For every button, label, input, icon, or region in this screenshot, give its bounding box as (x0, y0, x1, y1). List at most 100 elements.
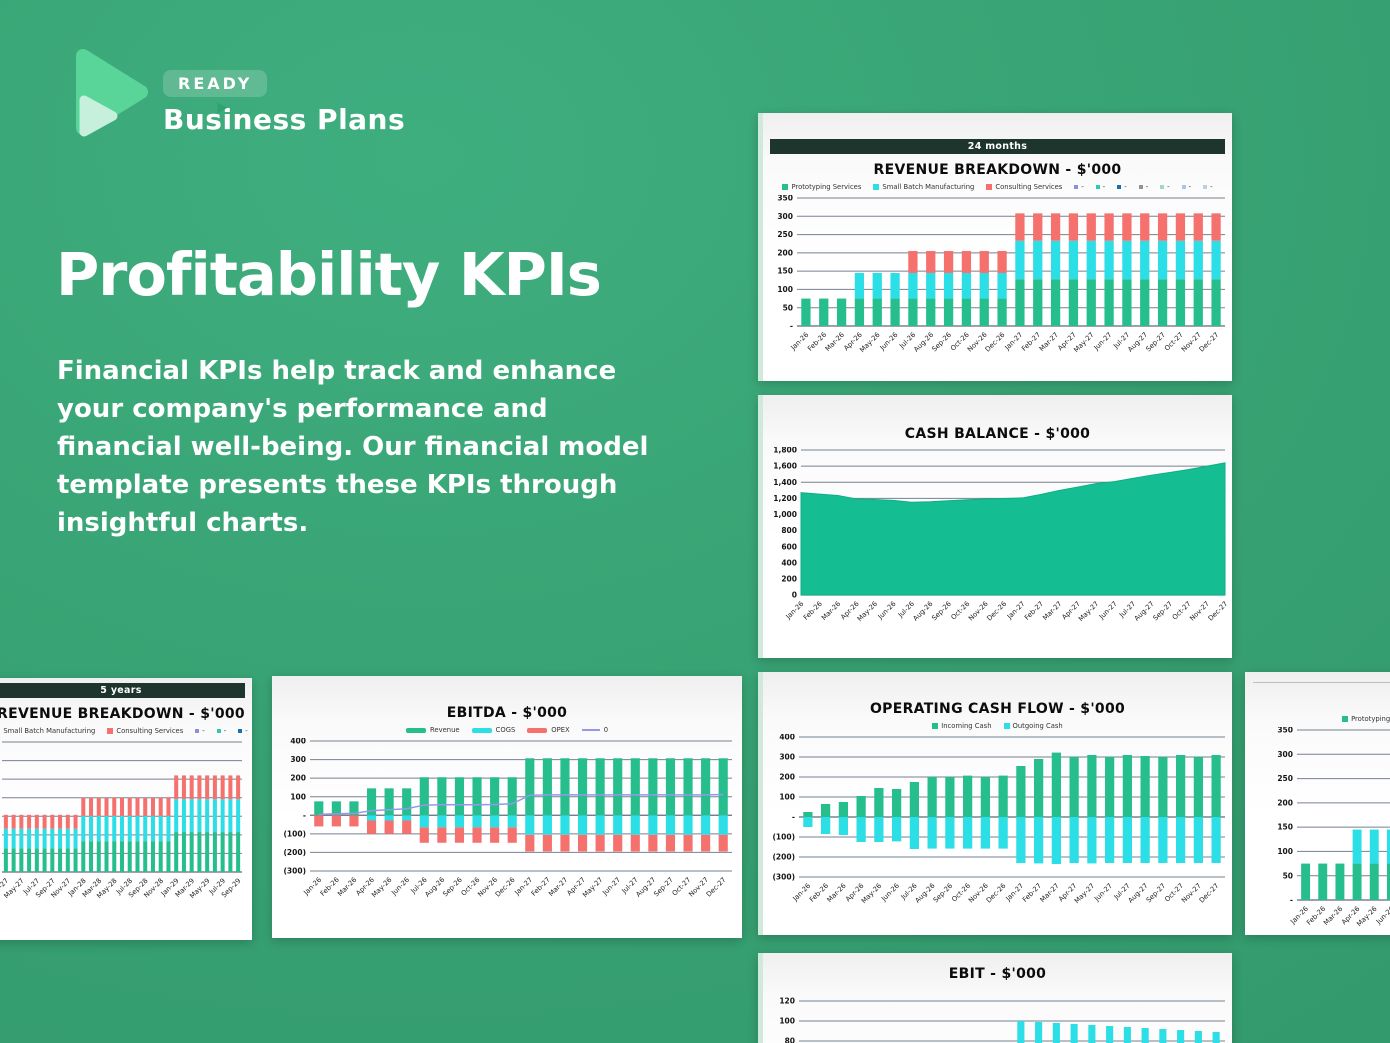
svg-text:0: 0 (791, 591, 796, 600)
svg-text:Aug-27: Aug-27 (1132, 600, 1155, 623)
svg-text:Jun-27: Jun-27 (1097, 600, 1119, 622)
ebit-panel: EBIT - $'000 120 100 80 (758, 953, 1232, 1043)
cash-balance-plot: 1,8001,6001,4001,2001,0008006004002000Ja… (773, 447, 1229, 623)
svg-text:400: 400 (779, 734, 795, 742)
legend-item: Prototyping Services (1342, 715, 1390, 723)
svg-text:Mar-26: Mar-26 (336, 876, 358, 898)
legend-swatch (195, 729, 200, 733)
svg-text:Jun-27: Jun-27 (600, 876, 622, 898)
cash-balance-panel: CASH BALANCE - $'000 1,800 1,600 1,400 1,200… (758, 395, 1232, 658)
svg-text:Feb-27: Feb-27 (1023, 600, 1045, 622)
chart-legend: Small Batch Manufacturing Consulting Serv… (0, 727, 252, 735)
svg-text:Feb-26: Feb-26 (801, 600, 823, 622)
svg-text:50: 50 (782, 303, 792, 312)
brand-logo (75, 48, 155, 143)
svg-text:250: 250 (1277, 774, 1293, 783)
svg-text:100: 100 (1277, 847, 1293, 856)
svg-text:Jun-27: Jun-27 (1092, 882, 1114, 904)
legend-item: Revenue (405, 726, 460, 734)
legend-swatch (1138, 185, 1143, 189)
page-description: Financial KPIs help track and enhance yo… (57, 356, 649, 538)
svg-text:200: 200 (777, 248, 793, 257)
svg-text:Jan-27: Jan-27 (1004, 600, 1026, 622)
svg-text:50: 50 (1283, 871, 1293, 880)
legend-swatch (1203, 185, 1208, 189)
svg-text:200: 200 (1277, 798, 1293, 807)
chart-legend: Incoming Cash Outgoing Cash (763, 722, 1232, 730)
svg-text:1,600: 1,600 (773, 462, 797, 471)
svg-text:Sep-27: Sep-27 (652, 876, 675, 899)
legend-swatch (238, 729, 243, 733)
svg-text:300: 300 (777, 212, 793, 221)
svg-text:120: 120 (779, 997, 795, 1006)
legend-item: OPEX (527, 726, 570, 734)
svg-text:Mar-26: Mar-26 (825, 882, 847, 904)
svg-text:350: 350 (777, 195, 793, 203)
svg-text:Mar-26: Mar-26 (820, 600, 842, 622)
legend-swatch (1160, 185, 1165, 189)
legend-item: 0 (581, 726, 608, 734)
legend-swatch (873, 184, 880, 190)
ebitda-plot: 400300200100-(100)(200)(300)Jan-26Feb-26… (283, 738, 732, 899)
svg-text:-: - (789, 322, 792, 331)
svg-text:(200): (200) (772, 853, 795, 862)
svg-text:-: - (791, 813, 794, 822)
svg-text:Dec-27: Dec-27 (1197, 882, 1220, 905)
svg-text:150: 150 (1277, 823, 1293, 832)
svg-text:Mar-26: Mar-26 (1322, 905, 1344, 927)
svg-text:Sep-27: Sep-27 (1144, 882, 1167, 905)
legend-item: COGS (471, 726, 515, 734)
svg-text:150: 150 (777, 267, 793, 276)
svg-text:Dec-27: Dec-27 (705, 876, 728, 899)
svg-text:Jun-27: Jun-27 (1091, 331, 1113, 353)
legend-item-truncated: - (1095, 183, 1105, 191)
svg-text:Dec-27: Dec-27 (1206, 600, 1229, 623)
legend-item: Small Batch Manufacturing (0, 727, 95, 735)
legend-item: Prototyping Services (782, 183, 861, 191)
legend-swatch (932, 723, 939, 729)
legend-swatch (1003, 723, 1010, 729)
svg-text:Mar-27: Mar-27 (1041, 600, 1063, 622)
svg-text:Dec-26: Dec-26 (984, 882, 1007, 905)
svg-text:800: 800 (781, 526, 797, 535)
chart-title: EBIT - $'000 (948, 966, 1047, 982)
svg-text:(300): (300) (283, 867, 306, 876)
svg-text:Jun-26: Jun-26 (877, 331, 899, 353)
svg-text:May-26: May-26 (859, 882, 882, 905)
ebitda-panel: EBITDA - $'000 Revenue COGS OPEX 0 400 300 200 1… (272, 676, 742, 938)
legend-item: Consulting Services (107, 727, 183, 735)
legend-item: Small Batch Manufacturing (873, 183, 974, 191)
ready-badge: READY (163, 70, 268, 97)
chart-title: EBITDA - $'000 (446, 705, 568, 721)
svg-text:May-26: May-26 (858, 331, 881, 354)
svg-text:Dec-26: Dec-26 (494, 876, 517, 899)
svg-text:-: - (1290, 896, 1293, 905)
svg-text:May-27: May-27 (1077, 600, 1100, 623)
legend-swatch (782, 184, 789, 190)
chart-legend: Prototyping Services Small Batch Manufact… (763, 183, 1232, 191)
svg-text:Jun-26: Jun-26 (875, 600, 897, 622)
svg-text:-: - (303, 811, 306, 820)
svg-text:Jun-26: Jun-26 (879, 882, 901, 904)
panel-top-rule (1253, 682, 1390, 683)
ebit-plot: 120 100 80 (779, 997, 1225, 1043)
svg-text:Sep-26: Sep-26 (930, 600, 953, 623)
svg-text:300: 300 (290, 755, 306, 764)
svg-text:May-26: May-26 (855, 600, 878, 623)
svg-text:400: 400 (290, 738, 306, 746)
svg-text:Sep-26: Sep-26 (441, 876, 464, 899)
legend-swatch (1117, 185, 1122, 189)
svg-text:Sep-27: Sep-27 (1144, 331, 1167, 354)
legend-swatch (986, 184, 993, 190)
brand-name: Business Plans (163, 103, 406, 136)
svg-text:May-27: May-27 (1072, 882, 1095, 905)
operating-cash-flow-plot: 400300200100-(100)(200)(300)Jan-26Feb-26… (772, 734, 1225, 905)
svg-text:(100): (100) (772, 833, 795, 842)
legend-item-truncated: - (238, 727, 248, 735)
svg-text:Mar-27: Mar-27 (1038, 882, 1060, 904)
legend-swatch (1181, 185, 1186, 189)
svg-text:100: 100 (779, 1017, 795, 1026)
period-badge: 24 months (770, 139, 1225, 154)
legend-item-truncated: - (1181, 183, 1191, 191)
